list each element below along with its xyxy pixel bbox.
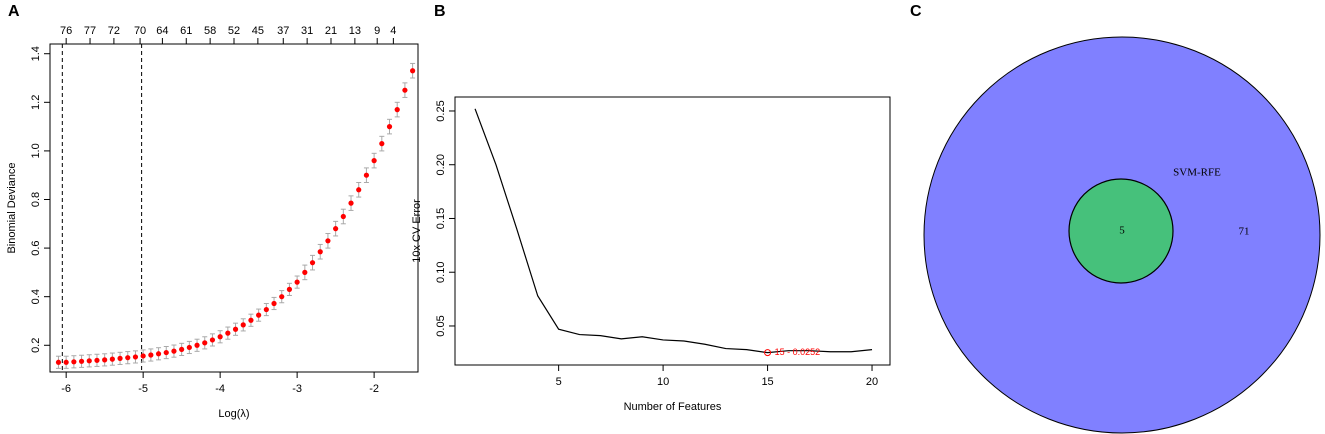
- top-tick-label: 4: [390, 25, 396, 37]
- annotation: 15 - 0.0252: [775, 347, 821, 357]
- top-tick-label: 77: [84, 25, 96, 37]
- point: [186, 344, 192, 351]
- point: [279, 294, 285, 300]
- top-tick-label: 61: [180, 25, 192, 37]
- point: [179, 346, 185, 353]
- top-tick-label: 13: [349, 25, 361, 37]
- point: [217, 334, 223, 340]
- point: [379, 141, 385, 147]
- point: [155, 351, 162, 357]
- point: [94, 357, 100, 363]
- y-tick-label: 1.0: [30, 143, 42, 158]
- y-tick-label: 0.05: [435, 315, 447, 336]
- y-tick-label: 0.20: [435, 154, 447, 175]
- x-tick-label: -3: [292, 383, 302, 395]
- y-tick-label: 0.8: [30, 192, 42, 207]
- point: [371, 158, 377, 164]
- point: [286, 286, 293, 292]
- point: [386, 124, 393, 130]
- line: [474, 108, 873, 354]
- point: [202, 340, 208, 346]
- point: [309, 260, 316, 266]
- point: [256, 312, 262, 318]
- top-tick-label: 76: [60, 25, 72, 37]
- point: [71, 359, 77, 365]
- set-name: SVM-RFE: [1173, 167, 1221, 179]
- point: [163, 349, 169, 356]
- region-count: 5: [1119, 225, 1125, 237]
- y-tick-label: 0.6: [30, 240, 42, 255]
- y-axis-label: 10x CV Error: [411, 199, 423, 263]
- point: [209, 337, 216, 343]
- point: [117, 355, 123, 361]
- point: [78, 358, 85, 364]
- y-tick-label: 0.4: [30, 289, 42, 304]
- x-axis-label: Log(λ): [218, 408, 249, 420]
- point: [302, 269, 308, 275]
- point: [102, 357, 108, 363]
- top-tick-label: 31: [301, 25, 313, 37]
- top-tick-label: 58: [204, 25, 216, 37]
- point: [263, 306, 269, 313]
- x-tick-label: -2: [369, 383, 379, 395]
- top-tick-label: 37: [277, 25, 289, 37]
- highlight-point: [764, 349, 772, 357]
- point: [317, 249, 323, 255]
- panel-label: A: [8, 3, 20, 20]
- x-tick-label: -5: [138, 383, 148, 395]
- point: [325, 238, 331, 244]
- point: [294, 279, 300, 285]
- point: [86, 358, 92, 364]
- panel-label: B: [434, 3, 446, 20]
- point: [63, 359, 69, 365]
- point: [55, 359, 62, 365]
- y-tick-label: 0.25: [435, 100, 447, 121]
- top-tick-label: 9: [374, 25, 380, 37]
- point: [140, 353, 146, 359]
- point: [333, 226, 339, 232]
- point: [109, 356, 115, 362]
- point: [171, 348, 177, 354]
- point: [402, 87, 408, 93]
- top-tick-label: 72: [108, 25, 120, 37]
- x-tick-label: 20: [866, 376, 878, 388]
- y-tick-label: 0.15: [435, 208, 447, 229]
- y-tick-label: 0.10: [435, 262, 447, 283]
- y-tick-label: 0.2: [30, 338, 42, 353]
- point: [410, 68, 416, 74]
- x-tick-label: 5: [556, 376, 562, 388]
- top-tick-label: 52: [228, 25, 240, 37]
- y-tick-label: 1.2: [30, 95, 42, 110]
- x-tick-label: 10: [657, 376, 669, 388]
- y-axis-label: Binomial Deviance: [6, 162, 18, 253]
- x-tick-label: -6: [61, 383, 71, 395]
- y-tick-label: 1.4: [30, 46, 42, 61]
- top-tick-label: 64: [156, 25, 168, 37]
- point: [232, 326, 239, 332]
- point: [240, 322, 246, 328]
- point: [148, 352, 154, 358]
- point: [356, 187, 362, 193]
- point: [248, 317, 254, 323]
- top-tick-label: 45: [252, 25, 264, 37]
- x-axis-label: Number of Features: [624, 401, 722, 413]
- point: [340, 213, 346, 220]
- panel-label: C: [910, 3, 922, 20]
- point: [363, 172, 370, 178]
- plot-frame: [454, 96, 891, 366]
- point: [125, 355, 131, 361]
- point: [225, 330, 231, 336]
- point: [271, 300, 277, 307]
- inner-set: [1068, 178, 1174, 284]
- top-tick-label: 70: [134, 25, 146, 37]
- top-tick-label: 21: [325, 25, 337, 37]
- point: [194, 342, 200, 348]
- point: [394, 107, 400, 113]
- x-tick-label: 15: [761, 376, 773, 388]
- x-tick-label: -4: [215, 383, 225, 395]
- point: [132, 354, 139, 360]
- region-count: 71: [1239, 226, 1250, 238]
- point: [348, 200, 354, 206]
